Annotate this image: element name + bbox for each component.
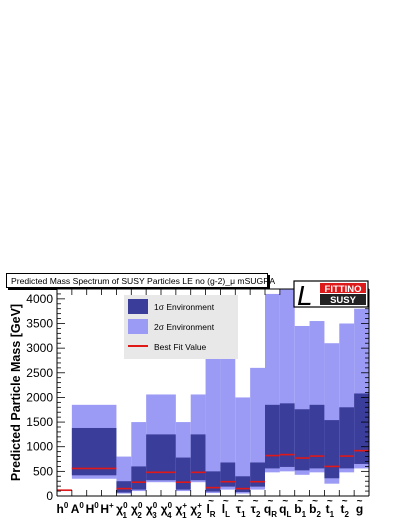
sigma1-bar (146, 434, 176, 481)
x-tick-label: χ+ 2 (190, 501, 202, 520)
tilde-mark: ~ (297, 496, 303, 507)
sigma1-bar (294, 409, 310, 471)
sigma1-bar (71, 427, 117, 476)
sigma2-bar (205, 358, 221, 494)
legend-swatch (128, 299, 148, 314)
y-tick-label: 2000 (26, 390, 53, 404)
x-tick-label: χ0 4 (161, 501, 173, 520)
sigma2-bar (220, 358, 236, 490)
y-tick-label: 4000 (26, 292, 53, 306)
x-tick-label: b2 (309, 502, 321, 519)
y-tick-label: 0 (46, 489, 53, 503)
tilde-mark: ~ (312, 496, 318, 507)
y-tick-label: 2500 (26, 366, 53, 380)
sigma1-bar (205, 471, 221, 492)
axes: 0 500 1000 1500 2000 2500 3000 3500 4000 h0 A0 H0 H+… (9, 288, 370, 520)
y-axis-label: Predicted Particle Mass [GeV] (9, 304, 23, 481)
sigma1-bar (279, 403, 295, 467)
tilde-mark: ~ (327, 496, 333, 507)
sigma1-bar (175, 457, 191, 490)
sigma1-bar (309, 404, 325, 469)
sigma1-bar (265, 404, 280, 469)
y-tick-label: 1500 (26, 415, 53, 429)
sigma2-bar (250, 367, 265, 490)
legend-swatch (128, 319, 148, 334)
tilde-mark: ~ (268, 496, 274, 507)
x-tick-label: τ1 (236, 502, 246, 519)
x-tick-label: t1 (326, 502, 335, 519)
x-tick-label: qR (264, 502, 277, 519)
y-tick-label: 3500 (26, 317, 53, 331)
chart-title: Predicted Mass Spectrum of SUSY Particle… (6, 273, 275, 288)
legend-label: 2σ Environment (154, 322, 215, 332)
sigma1-bar (235, 476, 251, 493)
x-tick-label: χ0 1 (116, 501, 128, 520)
x-tick-label: χ0 3 (146, 501, 158, 520)
tilde-mark: ~ (223, 496, 229, 507)
logo-red-band (320, 283, 366, 293)
x-tick-label: qL (279, 502, 291, 519)
sigma2-bar (235, 397, 251, 494)
sigma1-bar (354, 393, 369, 464)
x-tick-label: t2 (340, 502, 349, 519)
x-tick-label: χ0 2 (131, 501, 143, 520)
sigma1-bar (116, 481, 132, 493)
sigma1-bar (339, 407, 355, 469)
logo-dark-band (320, 294, 366, 305)
x-tick-label: h0 (57, 501, 69, 516)
tilde-mark: ~ (282, 496, 288, 507)
logo-sub: SUSY (330, 295, 357, 306)
x-tick-label: A0 (71, 501, 85, 516)
x-tick-label: b1 (294, 502, 306, 519)
tilde-mark: ~ (238, 496, 244, 507)
x-tick-label: g (356, 502, 363, 516)
tilde-mark: ~ (342, 496, 348, 507)
x-tick-label: lL (222, 502, 230, 519)
logo-brand: FITTINO (325, 284, 362, 295)
sigma1-bar (250, 462, 265, 487)
x-tick-label: H0 (86, 501, 100, 516)
x-tick-label: H+ (100, 501, 114, 516)
x-tick-label: lR (206, 502, 215, 519)
sigma1-bar (190, 434, 206, 481)
legend-label: Best Fit Value (154, 342, 207, 352)
tilde-mark: ~ (357, 496, 363, 507)
sigma1-bar (220, 462, 236, 487)
sigma1-bar (324, 420, 340, 479)
logo-letter: L (297, 280, 313, 311)
x-tick-label: τ2 (251, 502, 261, 519)
legend-label: 1σ Environment (154, 302, 215, 312)
tilde-mark: ~ (208, 496, 214, 507)
y-tick-label: 1000 (26, 440, 53, 454)
x-tick-label: χ+ 1 (175, 501, 187, 520)
sigma1-bar (131, 466, 147, 490)
y-tick-label: 500 (33, 464, 53, 478)
y-tick-label: 3000 (26, 341, 53, 355)
legend: 1σ Environment 2σ Environment Best Fit Val… (124, 295, 238, 359)
tilde-mark: ~ (253, 496, 259, 507)
